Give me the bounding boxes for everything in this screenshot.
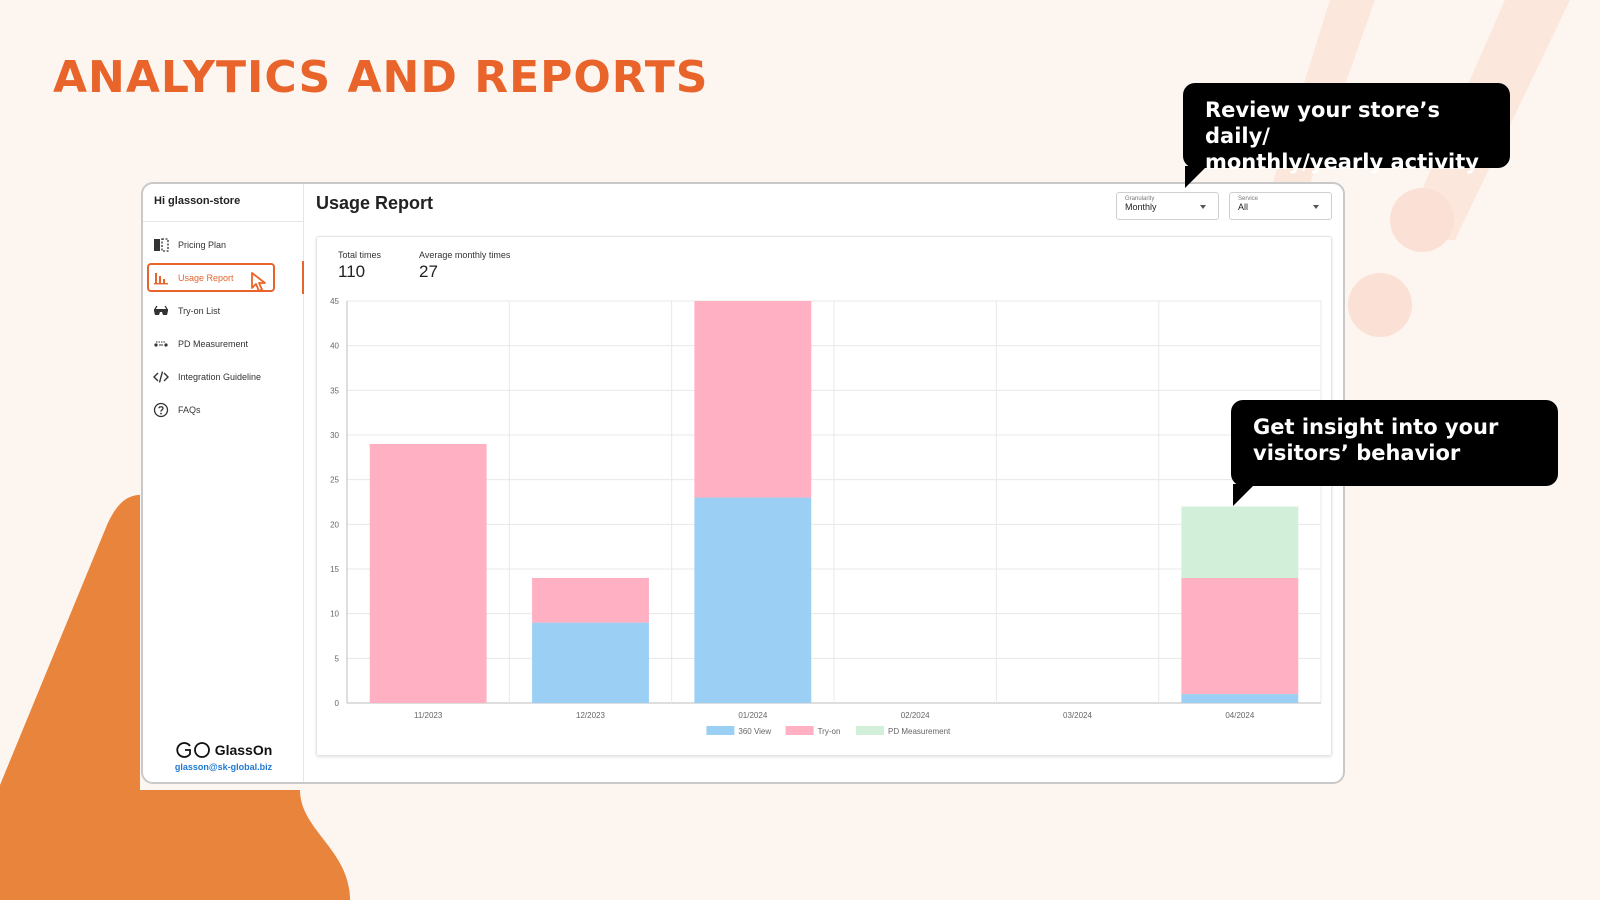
- sidebar-item-pricing-plan[interactable]: Pricing Plan: [143, 228, 303, 261]
- brand-logo: GlassOn: [143, 741, 304, 759]
- bar-chart-icon: [154, 272, 168, 284]
- x-tick-label: 11/2023: [414, 711, 443, 720]
- x-tick-label: 03/2024: [1063, 711, 1092, 720]
- legend-label: Try-on: [818, 727, 841, 736]
- brand-name: GlassOn: [214, 742, 273, 758]
- pd-measurement-icon: [154, 341, 168, 347]
- sidebar-nav: Pricing Plan Usage Report Try-on List PD…: [143, 222, 304, 426]
- service-value: All: [1238, 202, 1249, 212]
- sidebar-item-label: Usage Report: [178, 272, 234, 283]
- y-tick-label: 10: [330, 610, 339, 619]
- callout-tail: [1185, 166, 1207, 188]
- callout-tail: [1233, 484, 1255, 506]
- callout-activity: Review your store’s daily/ monthly/yearl…: [1183, 83, 1510, 188]
- sidebar-item-usage-report[interactable]: Usage Report: [143, 261, 304, 294]
- brand: GlassOn glasson@sk-global.biz: [143, 741, 304, 772]
- sidebar-item-integration-guideline[interactable]: Integration Guideline: [143, 360, 303, 393]
- chevron-down-icon: [1200, 205, 1206, 209]
- bar-try-on: [694, 301, 812, 498]
- legend-label: 360 View: [738, 727, 771, 736]
- y-tick-label: 45: [330, 297, 339, 306]
- pale-dot: [1348, 273, 1412, 337]
- pricing-plan-icon: [154, 237, 169, 252]
- service-select[interactable]: Service All: [1229, 192, 1332, 220]
- bar-try-on: [532, 577, 649, 623]
- callout-insight: Get insight into your visitors’ behavior: [1231, 400, 1558, 506]
- callout-line: Get insight into your: [1253, 415, 1499, 439]
- sidebar-item-pd-measurement[interactable]: PD Measurement: [143, 327, 303, 360]
- sidebar-item-label: PD Measurement: [178, 338, 249, 349]
- y-tick-label: 40: [330, 342, 339, 351]
- bar-try-on: [1181, 577, 1299, 695]
- sidebar-item-label: Pricing Plan: [178, 239, 227, 250]
- bar-try-on: [369, 443, 487, 703]
- pale-stripe: [1255, 0, 1570, 240]
- granularity-value: Monthly: [1125, 202, 1157, 212]
- average-monthly-value: 27: [419, 262, 438, 281]
- y-tick-label: 30: [330, 431, 339, 440]
- report-title: Usage Report: [316, 193, 434, 213]
- y-tick-label: 25: [330, 476, 339, 485]
- legend-swatch: [856, 726, 884, 735]
- pointer-cursor-icon: [251, 272, 266, 292]
- bar-360-view: [694, 497, 812, 703]
- sidebar: Hi glasson-store Pricing Plan Usage Repo…: [143, 184, 304, 782]
- chevron-down-icon: [1313, 205, 1319, 209]
- granularity-select[interactable]: Granularity Monthly: [1116, 192, 1219, 220]
- y-tick-label: 20: [330, 520, 339, 529]
- orange-blob: [0, 495, 350, 900]
- x-tick-label: 04/2024: [1225, 711, 1254, 720]
- page-heading: ANALYTICS AND REPORTS: [53, 52, 709, 103]
- total-times-stat: Total times 110: [338, 250, 381, 282]
- bar-pd-measurement: [1181, 506, 1299, 578]
- bar-360-view: [532, 622, 649, 703]
- callout-line: monthly/yearly activity: [1205, 150, 1479, 174]
- active-item-highlight: [147, 263, 275, 292]
- pale-dot: [1390, 188, 1454, 252]
- legend-swatch: [785, 726, 814, 735]
- brand-email[interactable]: glasson@sk-global.biz: [174, 762, 273, 772]
- total-times-value: 110: [338, 262, 366, 281]
- y-tick-label: 35: [330, 386, 339, 395]
- y-tick-label: 5: [335, 654, 340, 663]
- callout-line: visitors’ behavior: [1253, 441, 1461, 465]
- bar-360-view: [1181, 694, 1299, 703]
- total-times-label: Total times: [338, 250, 382, 260]
- average-monthly-stat: Average monthly times 27: [419, 250, 510, 282]
- y-tick-label: 0: [335, 699, 340, 708]
- legend-label: PD Measurement: [888, 727, 951, 736]
- sidebar-item-try-on-list[interactable]: Try-on List: [143, 294, 303, 327]
- usage-report-panel: Usage Report Granularity Monthly Service…: [305, 184, 1343, 782]
- legend-swatch: [706, 726, 735, 735]
- callout-line: Review your store’s daily/: [1205, 98, 1441, 148]
- sidebar-item-label: Integration Guideline: [178, 371, 262, 382]
- greeting: Hi glasson-store: [143, 184, 303, 222]
- sidebar-item-faqs[interactable]: FAQs: [143, 393, 303, 426]
- report-card: Total times 110 Average monthly times 27…: [316, 236, 1332, 756]
- glasson-logo-icon: [176, 742, 210, 758]
- granularity-label: Granularity: [1125, 196, 1155, 202]
- active-indicator: [302, 261, 304, 294]
- sidebar-item-label: Try-on List: [178, 305, 221, 316]
- glasses-icon: [154, 305, 168, 315]
- x-tick-label: 02/2024: [901, 711, 930, 720]
- question-circle-icon: [153, 402, 169, 417]
- sidebar-item-label: FAQs: [178, 404, 201, 415]
- average-monthly-label: Average monthly times: [419, 250, 511, 260]
- usage-bar-chart: 0 5 10 15 20 25 30 35 40 45 11/2023 12/2023 01/2024 0…: [330, 297, 1322, 736]
- x-tick-label: 12/2023: [576, 711, 605, 720]
- y-tick-label: 15: [330, 565, 339, 574]
- service-label: Service: [1238, 196, 1259, 202]
- code-icon: [153, 370, 169, 383]
- x-tick-label: 01/2024: [738, 711, 767, 720]
- app-window: Hi glasson-store Pricing Plan Usage Repo…: [141, 182, 1345, 784]
